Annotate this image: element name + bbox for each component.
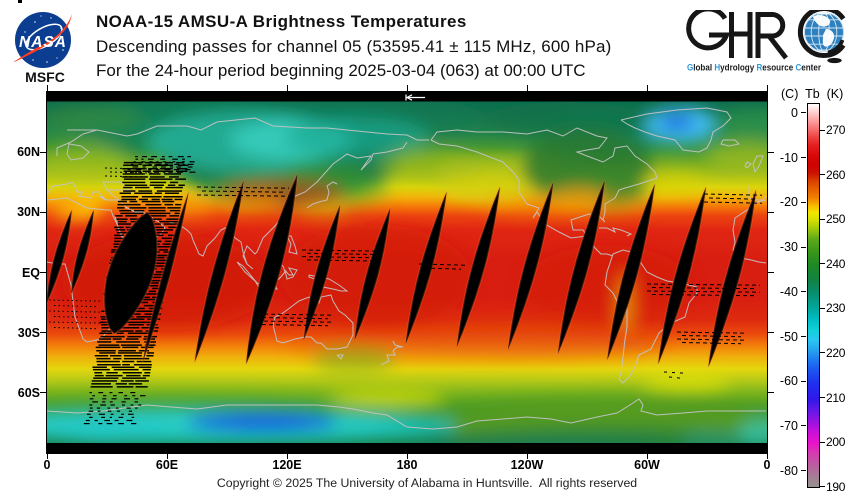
svg-text:Global Hydrology Resource Cent: Global Hydrology Resource Center [687, 63, 822, 73]
svg-text:NASA: NASA [19, 34, 67, 51]
